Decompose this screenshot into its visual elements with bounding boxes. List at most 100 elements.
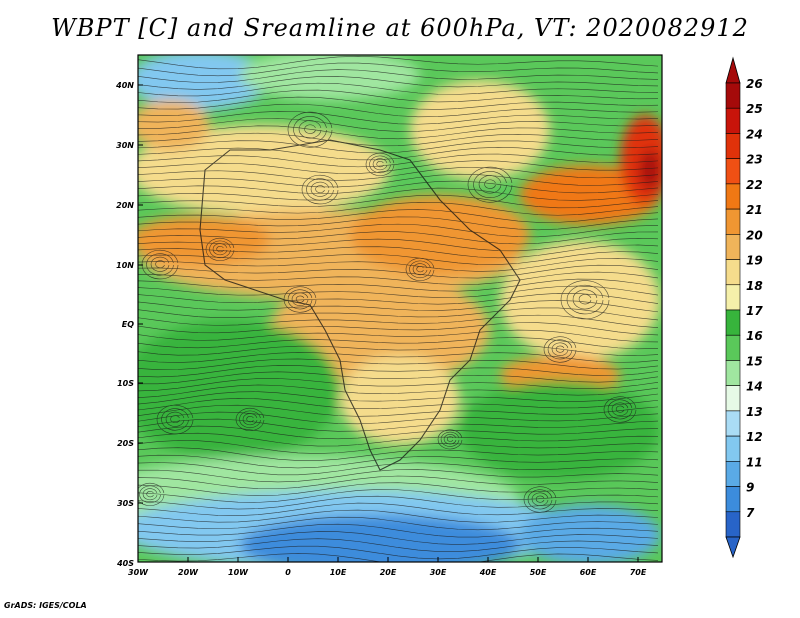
colorbar-swatch — [725, 385, 741, 412]
streamline — [138, 371, 659, 385]
streamline — [138, 278, 659, 292]
lon-label: 40E — [479, 568, 497, 577]
streamline — [138, 244, 659, 259]
streamline — [138, 418, 659, 432]
streamline — [484, 179, 496, 189]
streamline — [566, 284, 604, 315]
colorbar-label: 11 — [746, 455, 763, 469]
streamline — [138, 69, 659, 83]
streamline — [603, 396, 637, 423]
colorbar-swatch — [725, 309, 741, 336]
streamline — [138, 180, 659, 194]
lat-label: 20N — [116, 201, 134, 210]
streamline — [138, 209, 659, 223]
lat-label: 30S — [117, 499, 134, 508]
field-se-blue — [520, 505, 660, 562]
colorbar-label: 21 — [746, 203, 763, 217]
streamline — [138, 425, 659, 440]
field-tropical-core — [350, 195, 530, 275]
streamline — [607, 399, 633, 420]
colorbar-swatch — [725, 435, 741, 462]
streamline — [138, 293, 659, 305]
streamline — [531, 492, 549, 506]
streamline — [138, 553, 659, 562]
streamline — [138, 125, 659, 140]
lon-label: 20E — [380, 568, 397, 577]
streamline — [138, 523, 659, 538]
streamline — [138, 545, 659, 560]
field-s-atlantic-green — [138, 320, 340, 460]
lon-axis: 30W 20W 10W 0 10E 20E 30E 40E 50E 60E 70… — [128, 568, 647, 577]
colorbar-min-arrow — [725, 536, 741, 559]
streamline — [138, 55, 659, 70]
colorbar-swatch — [725, 360, 741, 386]
colorbar-swatch — [725, 334, 741, 361]
streamline — [138, 314, 659, 328]
lat-label: 40N — [115, 81, 134, 90]
streamline — [138, 502, 659, 516]
field-s-africa-yellow — [340, 355, 460, 445]
lon-label: 50E — [530, 568, 547, 577]
streamline — [138, 76, 659, 90]
streamline — [138, 89, 659, 103]
colorbar-label: 7 — [746, 506, 755, 520]
streamlines — [138, 55, 659, 562]
colorbar-swatch — [725, 511, 741, 538]
streamline — [142, 488, 158, 501]
africa-coastline — [199, 139, 521, 471]
streamline — [138, 384, 659, 398]
streamline — [138, 398, 659, 411]
field-nw-orange — [138, 100, 210, 150]
lon-label: 20W — [178, 568, 199, 577]
streamline — [138, 251, 659, 265]
plot-frame — [137, 54, 663, 563]
colorbar-label: 12 — [746, 430, 763, 444]
lon-label: 10W — [228, 568, 249, 577]
streamline — [139, 485, 161, 504]
streamline — [138, 285, 659, 298]
streamline — [138, 216, 659, 231]
streamline — [138, 531, 659, 545]
streamline — [138, 264, 659, 279]
chart-title: WBPT [C] and Sreamline at 600hPa, VT: 20… — [51, 14, 749, 42]
lat-label: 10N — [116, 261, 134, 270]
streamline — [138, 153, 659, 168]
streamline — [138, 173, 659, 188]
colorbar-label: 17 — [746, 304, 763, 318]
colorbar-label: 13 — [746, 405, 763, 419]
lat-label: 30N — [116, 141, 134, 150]
streamline — [138, 110, 659, 125]
streamline — [138, 231, 659, 245]
streamline — [298, 120, 322, 139]
colorbar-label: 9 — [746, 481, 754, 495]
colorbar-label: 20 — [746, 228, 763, 242]
colorbar-swatch — [725, 208, 741, 235]
streamline — [138, 352, 659, 363]
streamline — [315, 185, 325, 193]
field-indian-yellow — [500, 240, 660, 360]
colorbar-label: 24 — [746, 127, 763, 141]
streamline — [287, 111, 333, 148]
streamline — [212, 243, 228, 256]
streamline — [365, 152, 395, 176]
streamline — [412, 263, 428, 276]
streamline — [572, 289, 598, 310]
lat-axis: 40N 30N 20N 10N EQ 10S 20S 30S 40S — [115, 81, 134, 568]
colorbar-swatch — [725, 284, 741, 311]
streamline — [138, 337, 659, 350]
streamline — [138, 223, 659, 238]
streamline — [138, 201, 659, 216]
streamline — [138, 300, 659, 313]
lat-label: 40S — [116, 559, 134, 568]
streamline — [138, 96, 659, 110]
streamline — [216, 246, 224, 253]
streamline — [138, 440, 659, 454]
streamline — [138, 271, 659, 285]
streamline — [578, 294, 592, 305]
streamline — [138, 62, 659, 77]
lat-label: EQ — [122, 320, 134, 329]
streamline — [437, 429, 463, 450]
colorbar-swatch — [725, 133, 741, 159]
lat-label: 10S — [117, 379, 134, 388]
colorbar-label: 19 — [746, 254, 763, 268]
